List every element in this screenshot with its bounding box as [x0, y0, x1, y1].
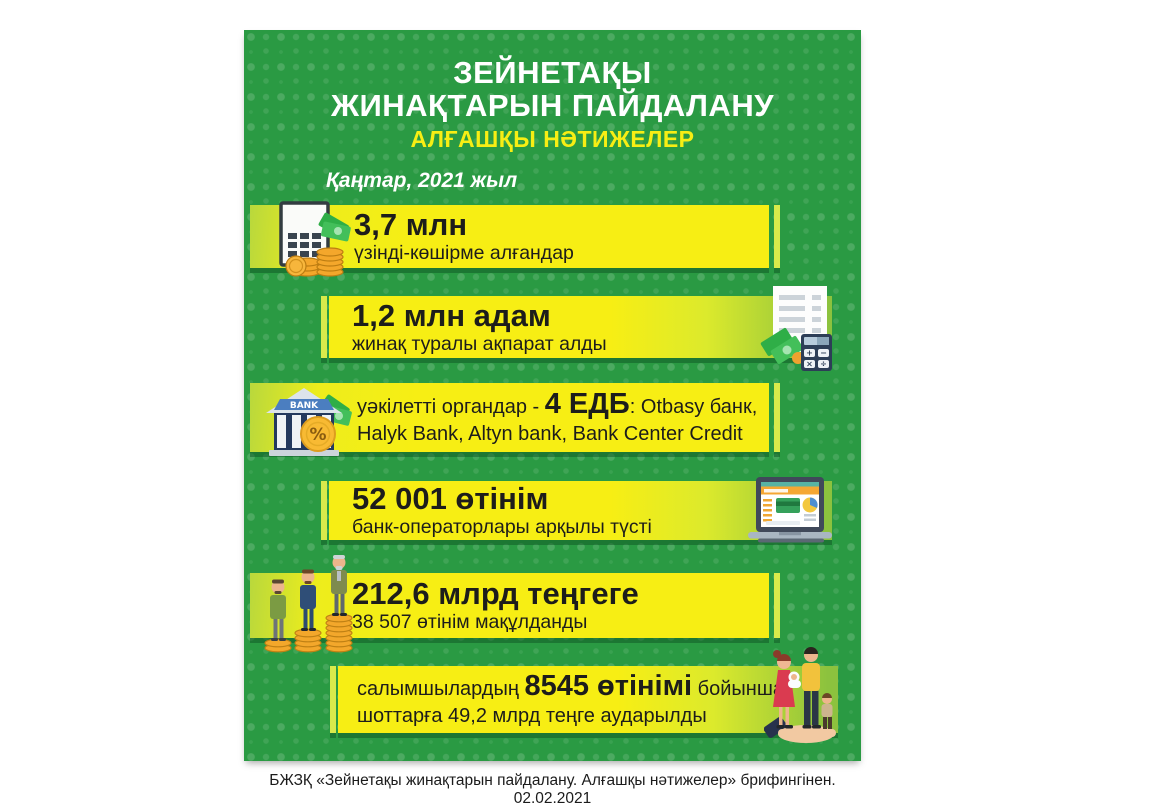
document-money-calculator-icon: + − × ÷ [760, 286, 836, 379]
people-on-coins-icon [258, 554, 358, 659]
stat-value: 4 ЕДБ [544, 388, 630, 420]
svg-text:BANK: BANK [290, 401, 319, 411]
stat-value: 52 001 өтінім [352, 481, 549, 516]
stat-label: үзінді-көшірме алғандар [354, 242, 574, 264]
svg-text:−: − [820, 349, 827, 358]
infographic-panel: ЗЕЙНЕТАҚЫ ЖИНАҚТАРЫН ПАЙДАЛАНУ АЛҒАШҚЫ Н… [244, 30, 861, 761]
banner-stripe [774, 205, 780, 268]
stat-prefix: салымшылардың [357, 678, 525, 700]
stat-suffix: : Otbasy банк, [629, 396, 758, 418]
calculator-coins-icon [274, 200, 352, 283]
page-title-line-1: ЗЕЙНЕТАҚЫ [453, 55, 652, 90]
stat-label: шоттарға 49,2 млрд теңге аударылды [357, 705, 707, 727]
stat-label: Halyk Bank, Altyn bank, Bank Center Cred… [357, 423, 743, 445]
banner-stripe [321, 481, 327, 540]
page-title-line-2: ЖИНАҚТАРЫН ПАЙДАЛАНУ [330, 88, 774, 123]
stat-value: 212,6 млрд теңгеге [352, 576, 639, 611]
banner-stripe [321, 296, 327, 358]
stat-prefix: уәкілетті органдар - [357, 396, 545, 418]
banner-stripe [774, 573, 780, 638]
stat-label: 38 507 өтінім мақұлданды [352, 611, 588, 633]
svg-text:%: % [309, 425, 326, 445]
stat-suffix: бойынша [692, 678, 784, 700]
stat-value: 1,2 млн адам [352, 297, 551, 333]
stat-label: банк-операторлары арқылы түсті [352, 516, 652, 538]
stat-value: 3,7 млн [354, 207, 468, 242]
stat-label: жинақ туралы ақпарат алды [352, 332, 607, 355]
svg-text:+: + [806, 349, 813, 358]
page-subtitle: АЛҒАШҚЫ НӘТИЖЕЛЕР [410, 126, 695, 152]
banner-stripe [330, 666, 336, 733]
stat-value: 8545 өтінімі [524, 670, 693, 702]
family-in-hand-icon [763, 637, 842, 752]
bank-building-icon: BANK % [266, 386, 360, 467]
svg-text:×: × [806, 360, 813, 369]
svg-text:÷: ÷ [820, 360, 827, 369]
source-caption: БЖЗҚ «Зейнетақы жинақтарын пайдалану. Ал… [269, 772, 836, 807]
period-label: Қаңтар, 2021 жыл [326, 169, 518, 192]
stat-banner-applications: 52 001 өтінім банк-операторлары арқылы т… [329, 481, 832, 540]
stat-banner-transferred: салымшылардың 8545 өтінімі бойынша шотта… [338, 666, 838, 733]
laptop-banking-icon [746, 476, 838, 553]
stat-banner-informed-people: 1,2 млн адам жинақ туралы ақпарат алды [329, 296, 832, 358]
header: ЗЕЙНЕТАҚЫ ЖИНАҚТАРЫН ПАЙДАЛАНУ АЛҒАШҚЫ Н… [244, 56, 861, 153]
banner-stripe [774, 383, 780, 452]
